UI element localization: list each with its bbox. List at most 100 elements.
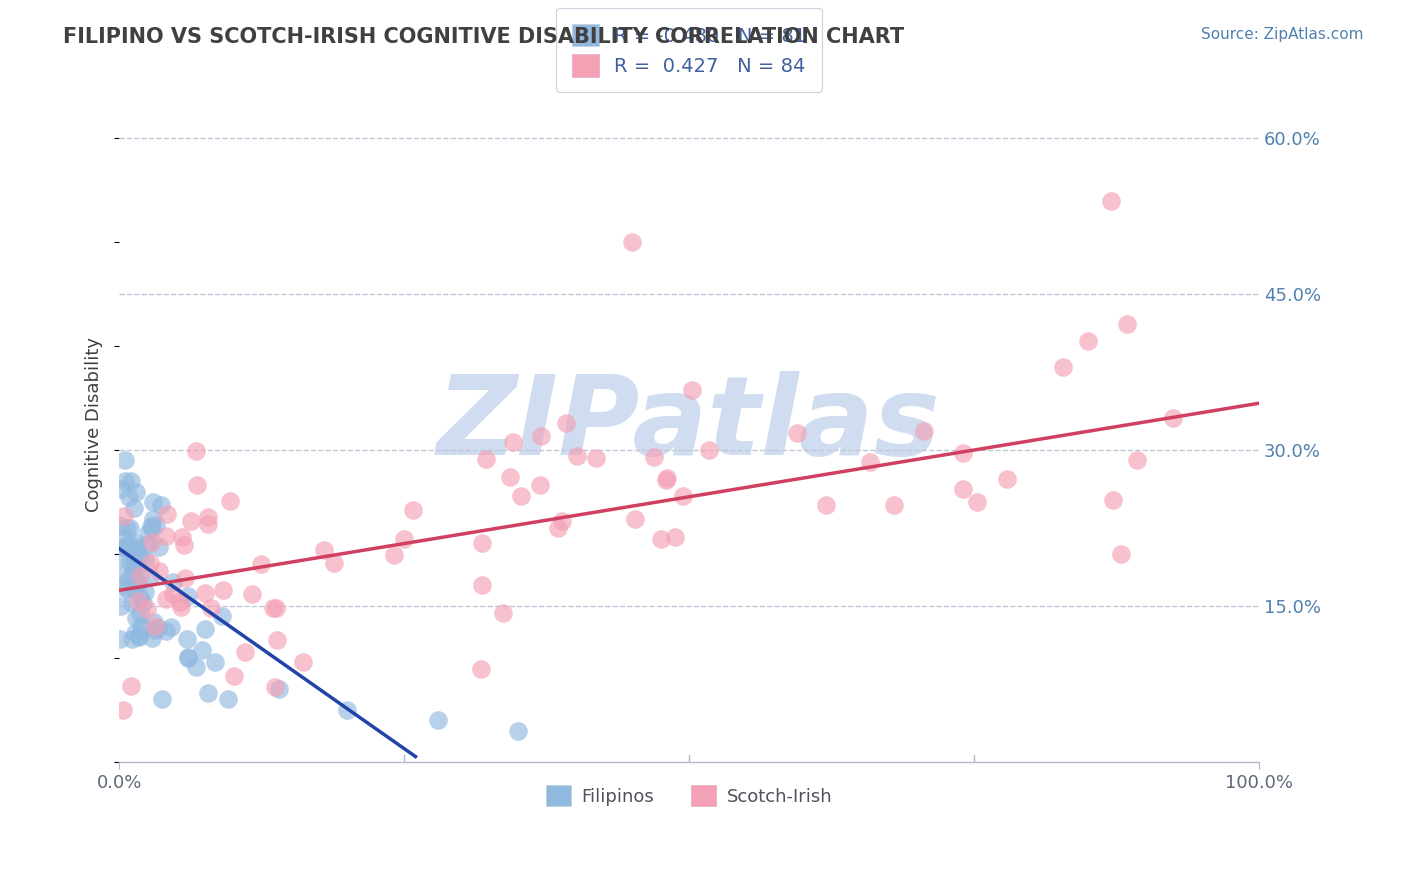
Point [110, 519, 132, 533]
Point [529, 478, 551, 492]
Point [1052, 360, 1074, 375]
Point [672, 489, 695, 503]
Point [143, 619, 166, 633]
Point [120, 474, 142, 488]
Point [194, 586, 217, 600]
Point [110, 540, 132, 554]
Point [1116, 317, 1139, 331]
Point [114, 508, 136, 523]
Point [681, 383, 703, 397]
Point [859, 455, 882, 469]
Point [266, 633, 288, 648]
Point [186, 444, 208, 458]
Point [219, 494, 242, 508]
Point [233, 645, 256, 659]
Point [112, 580, 135, 594]
Point [110, 483, 132, 497]
Point [786, 425, 808, 440]
Point [567, 449, 589, 463]
Point [121, 679, 143, 693]
Point [129, 606, 152, 620]
Point [262, 601, 284, 615]
Point [110, 632, 132, 646]
Point [155, 624, 177, 638]
Point [127, 540, 149, 554]
Point [1099, 194, 1122, 208]
Point [815, 498, 838, 512]
Point [551, 514, 574, 528]
Point [197, 686, 219, 700]
Point [112, 703, 135, 717]
Point [110, 567, 132, 582]
Point [115, 521, 138, 535]
Point [191, 643, 214, 657]
Point [427, 713, 450, 727]
Point [180, 514, 202, 528]
Point [197, 509, 219, 524]
Point [128, 541, 150, 556]
Text: Source: ZipAtlas.com: Source: ZipAtlas.com [1201, 27, 1364, 42]
Point [267, 681, 290, 696]
Point [194, 622, 217, 636]
Point [155, 529, 177, 543]
Point [186, 478, 208, 492]
Point [118, 490, 141, 504]
Point [117, 573, 139, 587]
Point [125, 484, 148, 499]
Point [141, 521, 163, 535]
Point [394, 532, 416, 546]
Point [650, 532, 672, 546]
Point [128, 569, 150, 583]
Point [142, 511, 165, 525]
Point [212, 582, 235, 597]
Point [471, 536, 494, 550]
Point [135, 602, 157, 616]
Point [217, 692, 239, 706]
Point [125, 548, 148, 562]
Point [124, 625, 146, 640]
Point [115, 541, 138, 555]
Point [136, 526, 159, 541]
Point [1125, 453, 1147, 467]
Point [547, 520, 569, 534]
Text: FILIPINO VS SCOTCH-IRISH COGNITIVE DISABILITY CORRELATION CHART: FILIPINO VS SCOTCH-IRISH COGNITIVE DISAB… [63, 27, 904, 46]
Point [143, 615, 166, 629]
Point [115, 538, 138, 552]
Point [129, 618, 152, 632]
Point [110, 599, 132, 613]
Point [145, 517, 167, 532]
Point [134, 552, 156, 566]
Point [127, 575, 149, 590]
Point [136, 537, 159, 551]
Point [402, 503, 425, 517]
Point [530, 429, 553, 443]
Point [883, 498, 905, 512]
Point [585, 451, 607, 466]
Point [149, 499, 172, 513]
Point [118, 555, 141, 569]
Point [952, 446, 974, 460]
Point [160, 620, 183, 634]
Point [125, 536, 148, 550]
Point [125, 574, 148, 588]
Point [555, 416, 578, 430]
Y-axis label: Cognitive Disability: Cognitive Disability [86, 336, 103, 512]
Point [1109, 547, 1132, 561]
Point [664, 530, 686, 544]
Point [240, 587, 263, 601]
Point [197, 516, 219, 531]
Point [114, 453, 136, 467]
Point [502, 435, 524, 450]
Point [152, 692, 174, 706]
Point [121, 632, 143, 647]
Point [139, 518, 162, 533]
Point [139, 557, 162, 571]
Point [114, 475, 136, 489]
Point [1101, 492, 1123, 507]
Point [506, 723, 529, 738]
Point [114, 530, 136, 544]
Point [1161, 411, 1184, 425]
Point [146, 621, 169, 635]
Point [148, 541, 170, 555]
Point [131, 621, 153, 635]
